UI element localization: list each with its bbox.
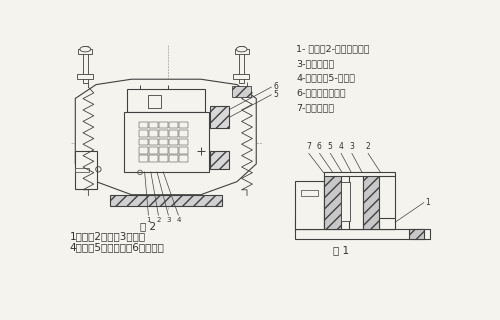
Text: 4、机座5、共振弹簧6、振动体: 4、机座5、共振弹簧6、振动体 [70, 242, 165, 252]
Bar [348, 175, 362, 228]
Bar [124, 112, 208, 172]
Bar [233, 74, 250, 79]
Bar [341, 182, 350, 221]
Bar [139, 147, 147, 154]
Bar [78, 49, 92, 54]
Text: 6: 6 [273, 83, 278, 92]
Bar [301, 190, 318, 196]
Bar [295, 181, 324, 228]
Bar [148, 95, 161, 108]
Text: 1- 机座；2-机电磁铁芯；: 1- 机座；2-机电磁铁芯； [296, 44, 370, 53]
Text: 6-硬橡胶冲击块；: 6-硬橡胶冲击块； [296, 88, 346, 98]
Bar [380, 218, 395, 228]
Polygon shape [76, 79, 256, 195]
Bar [169, 122, 177, 129]
Polygon shape [110, 195, 222, 206]
Bar [179, 122, 188, 129]
Text: 1、铁芯2、衔铁3、线圈: 1、铁芯2、衔铁3、线圈 [70, 231, 146, 241]
Bar [139, 122, 147, 129]
Bar [149, 122, 158, 129]
Bar [240, 46, 244, 83]
Bar [159, 156, 168, 162]
Bar [232, 86, 251, 97]
Text: 5: 5 [273, 90, 278, 99]
Bar [179, 139, 188, 145]
Text: 3-共振弹簧；: 3-共振弹簧； [296, 59, 335, 68]
Bar [169, 130, 177, 137]
Bar [159, 130, 168, 137]
Bar [324, 172, 395, 176]
Text: 图 2: 图 2 [140, 222, 156, 232]
Bar [149, 139, 158, 145]
Bar [139, 156, 147, 162]
Text: 6: 6 [317, 142, 322, 151]
Bar [159, 147, 168, 154]
Bar [408, 228, 424, 239]
Ellipse shape [80, 46, 90, 52]
Bar [149, 156, 158, 162]
Bar [76, 168, 89, 172]
Text: 4-振动体；5-线圈；: 4-振动体；5-线圈； [296, 74, 356, 83]
Text: 2: 2 [366, 142, 370, 151]
Bar [76, 151, 97, 189]
Text: 1: 1 [146, 217, 150, 223]
Text: 5: 5 [328, 142, 332, 151]
Bar [139, 130, 147, 137]
Bar [169, 147, 177, 154]
Bar [295, 218, 318, 228]
Bar [149, 130, 158, 137]
Bar [149, 147, 158, 154]
Text: 7: 7 [306, 142, 311, 151]
Bar [159, 139, 168, 145]
Text: 7-调整螺栓；: 7-调整螺栓； [296, 103, 335, 112]
Ellipse shape [236, 46, 247, 52]
Bar [169, 139, 177, 145]
Bar [179, 156, 188, 162]
Bar [83, 46, 87, 83]
Text: 4: 4 [338, 142, 344, 151]
Bar [362, 175, 380, 228]
Bar [210, 151, 229, 169]
Bar [127, 89, 206, 112]
Bar [169, 156, 177, 162]
Bar [159, 122, 168, 129]
Bar [318, 222, 380, 228]
Text: 图 1: 图 1 [333, 245, 349, 256]
Text: 3: 3 [166, 217, 170, 223]
Bar [324, 175, 395, 228]
Text: 2: 2 [156, 217, 160, 223]
Text: 1: 1 [426, 198, 430, 207]
Bar [179, 147, 188, 154]
Bar [324, 175, 341, 228]
Text: 3: 3 [350, 142, 354, 151]
Bar [295, 228, 430, 239]
Bar [210, 106, 229, 128]
Bar [77, 74, 93, 79]
Bar [139, 139, 147, 145]
Text: 4: 4 [176, 217, 180, 223]
Bar [179, 130, 188, 137]
Bar [234, 49, 248, 54]
